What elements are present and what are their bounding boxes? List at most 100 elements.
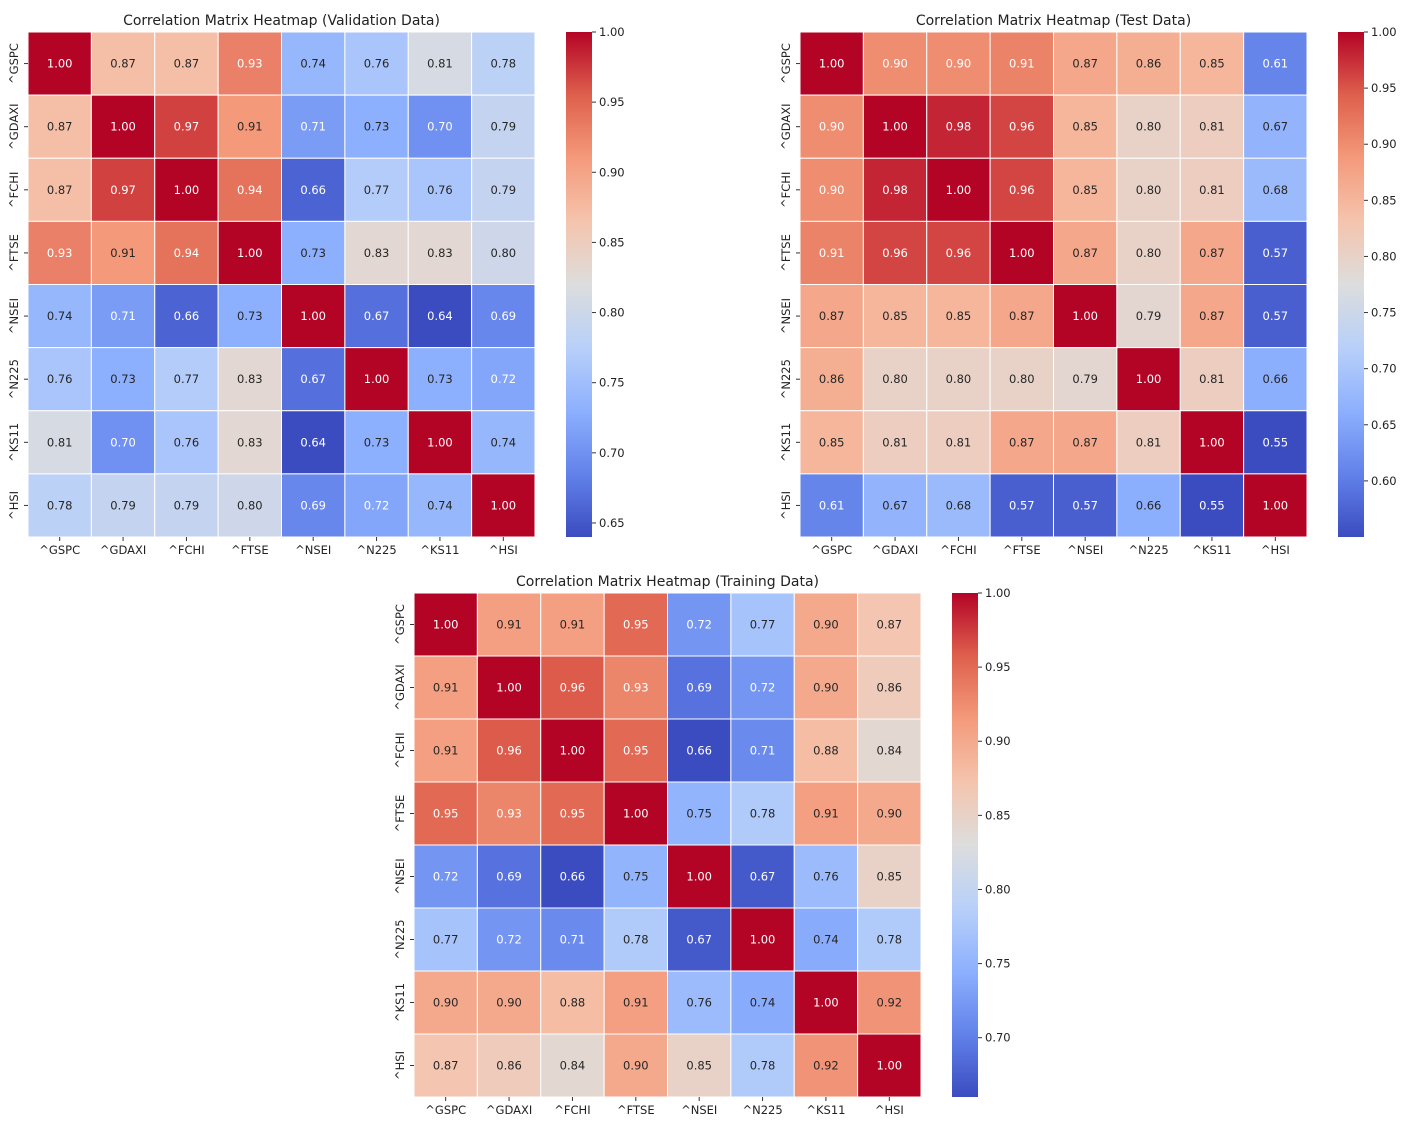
y-tick-label: ^FCHI xyxy=(393,732,407,768)
heatmap-cell xyxy=(1243,284,1308,349)
heatmap-cell xyxy=(90,157,156,222)
heatmap-cell xyxy=(730,781,795,846)
heatmap-test: Correlation Matrix Heatmap (Test Data) 1.… xyxy=(779,13,1397,557)
cell-value-label: 1.00 xyxy=(237,246,263,260)
cell-value-label: 0.87 xyxy=(47,183,73,197)
cell-value-label: 0.57 xyxy=(1072,498,1098,512)
heatmap-cell xyxy=(926,473,991,538)
x-tick-label: ^GDAXI xyxy=(872,543,918,557)
cell-value-label: 0.91 xyxy=(623,996,649,1010)
heatmap-cell xyxy=(540,592,605,657)
heatmap-cell xyxy=(407,157,473,222)
cell-value-label: 0.87 xyxy=(174,57,200,71)
cell-value-label: 0.81 xyxy=(882,435,908,449)
chart-title: Correlation Matrix Heatmap (Test Data) xyxy=(916,13,1191,29)
cell-value-label: 0.79 xyxy=(1136,309,1162,323)
x-tick-label: ^KS11 xyxy=(420,543,459,557)
cell-value-label: 0.93 xyxy=(623,681,649,695)
colorbar-tick-label: 0.75 xyxy=(599,376,625,390)
colorbar-tick-label: 0.65 xyxy=(599,516,625,530)
cell-value-label: 1.00 xyxy=(433,618,459,632)
heatmap-cell xyxy=(407,410,473,475)
cell-value-label: 0.91 xyxy=(819,246,845,260)
heatmap-cell xyxy=(793,592,859,657)
cell-value-label: 0.95 xyxy=(623,744,649,758)
heatmap-training: Correlation Matrix Heatmap (Training Dat… xyxy=(393,574,1011,1117)
cell-value-label: 0.96 xyxy=(560,681,586,695)
heatmap-cell xyxy=(667,718,732,783)
heatmap-cell xyxy=(799,220,864,285)
y-tick-label: ^FCHI xyxy=(779,172,793,208)
heatmap-cell xyxy=(793,655,859,720)
cell-value-label: 0.97 xyxy=(110,183,136,197)
heatmap-cell xyxy=(476,781,542,846)
cell-value-label: 0.91 xyxy=(813,807,839,821)
cell-value-label: 0.72 xyxy=(686,618,712,632)
heatmap-cell xyxy=(857,781,922,846)
cell-value-label: 0.70 xyxy=(427,120,453,134)
heatmap-cell xyxy=(90,31,156,96)
cell-value-label: 0.98 xyxy=(946,120,972,134)
cell-value-label: 0.87 xyxy=(1009,309,1035,323)
heatmap-cell xyxy=(476,970,542,1035)
colorbar-tick-label: 0.60 xyxy=(1371,474,1397,488)
cell-value-label: 0.87 xyxy=(877,618,903,632)
cell-value-label: 0.80 xyxy=(237,498,263,512)
cell-value-label: 1.00 xyxy=(47,57,73,71)
cell-value-label: 0.90 xyxy=(882,57,908,71)
heatmap-cell xyxy=(1179,410,1245,475)
heatmap-cell xyxy=(1243,94,1308,159)
colorbar-tick-label: 0.95 xyxy=(985,660,1011,674)
cell-value-label: 0.71 xyxy=(750,744,776,758)
heatmap-cell xyxy=(413,781,478,846)
heatmap-cell xyxy=(603,781,668,846)
cell-value-label: 0.81 xyxy=(946,435,972,449)
heatmap-cell xyxy=(667,844,732,909)
heatmap-cell xyxy=(217,220,282,285)
chart-title: Correlation Matrix Heatmap (Training Dat… xyxy=(516,574,819,590)
heatmap-cell xyxy=(413,907,478,972)
cell-value-label: 0.91 xyxy=(433,744,459,758)
heatmap-cell xyxy=(1243,31,1308,96)
cell-value-label: 0.83 xyxy=(427,246,453,260)
heatmap-cell xyxy=(1053,410,1118,475)
colorbar-tick-label: 0.70 xyxy=(1371,362,1397,376)
cell-value-label: 0.88 xyxy=(560,996,586,1010)
cell-value-label: 0.78 xyxy=(750,1059,776,1073)
heatmap-cell xyxy=(1116,410,1181,475)
heatmap-cell xyxy=(862,347,928,412)
heatmap-cell xyxy=(90,410,156,475)
cell-value-label: 0.86 xyxy=(496,1059,522,1073)
cell-value-label: 0.90 xyxy=(946,57,972,71)
cell-value-label: 1.00 xyxy=(813,996,839,1010)
x-tick-label: ^FTSE xyxy=(1003,543,1041,557)
x-tick-label: ^FCHI xyxy=(168,543,204,557)
cell-value-label: 0.73 xyxy=(427,372,453,386)
cell-value-label: 1.00 xyxy=(1263,498,1289,512)
cell-value-label: 0.66 xyxy=(1136,498,1162,512)
cell-value-label: 0.94 xyxy=(237,183,263,197)
cell-value-label: 0.83 xyxy=(237,435,263,449)
heatmap-cell xyxy=(1243,220,1308,285)
heatmap-cell xyxy=(730,592,795,657)
x-tick-label: ^FCHI xyxy=(554,1103,590,1117)
cell-value-label: 0.81 xyxy=(1199,120,1225,134)
cell-value-label: 0.92 xyxy=(813,1059,839,1073)
heatmap-cell xyxy=(799,94,864,159)
cell-value-label: 0.57 xyxy=(1009,498,1035,512)
cell-value-label: 0.80 xyxy=(1136,183,1162,197)
cell-value-label: 0.72 xyxy=(496,933,522,947)
heatmap-cell xyxy=(603,718,668,783)
cell-value-label: 0.90 xyxy=(813,618,839,632)
cell-value-label: 0.71 xyxy=(110,309,136,323)
colorbar-tick-label: 0.75 xyxy=(1371,306,1397,320)
heatmap-cell xyxy=(540,970,605,1035)
y-tick-label: ^GSPC xyxy=(779,43,793,84)
y-tick-label: ^N225 xyxy=(779,359,793,399)
heatmap-cell xyxy=(90,347,156,412)
y-tick-label: ^HSI xyxy=(393,1051,407,1080)
heatmap-cell xyxy=(471,157,536,222)
cell-value-label: 0.83 xyxy=(364,246,390,260)
y-tick-label: ^NSEI xyxy=(7,298,21,334)
heatmap-cell xyxy=(862,473,928,538)
